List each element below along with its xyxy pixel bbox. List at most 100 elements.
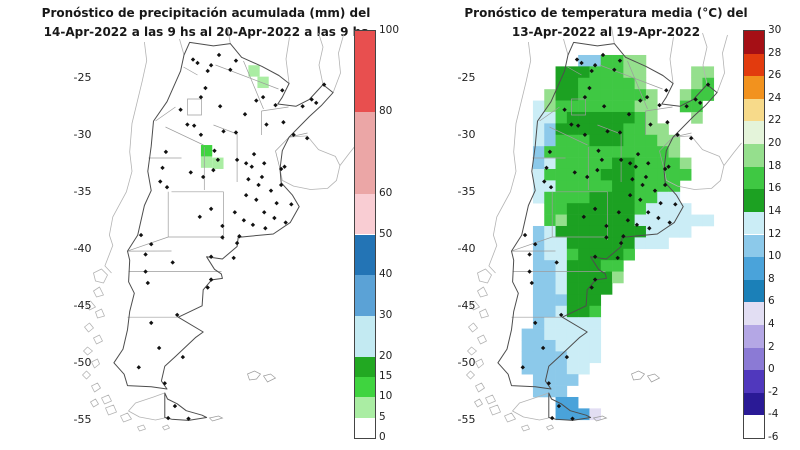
value-cell <box>702 214 715 227</box>
value-cell <box>589 225 602 238</box>
station-marker <box>203 85 208 91</box>
precipitation-title-line1: Pronóstico de precipitación acumulada (m… <box>41 6 371 20</box>
station-marker <box>208 206 214 212</box>
value-cell <box>657 237 669 250</box>
value-cell <box>578 180 590 193</box>
value-cell <box>612 157 624 170</box>
value-cell <box>589 214 602 227</box>
value-cell <box>578 66 590 79</box>
value-cell <box>544 362 556 375</box>
value-cell <box>600 237 613 250</box>
value-cell <box>589 66 602 79</box>
value-cell <box>532 260 545 272</box>
value-cell <box>589 54 602 67</box>
value-cell <box>645 111 658 124</box>
value-cell <box>544 248 556 261</box>
station-marker <box>149 242 154 247</box>
station-marker <box>309 97 314 102</box>
colorbar-segment <box>744 189 764 212</box>
value-cell <box>555 408 568 421</box>
value-cell <box>566 180 579 193</box>
lat-tick-label: -40 <box>73 241 92 255</box>
colorbar-tick-label: 8 <box>768 272 775 285</box>
value-cell <box>566 248 579 261</box>
value-cell <box>612 77 624 90</box>
station-marker <box>626 112 632 117</box>
station-marker <box>250 222 256 228</box>
colorbar-tick-label: 22 <box>768 114 782 127</box>
colorbar-tick-label: 26 <box>768 69 782 82</box>
value-cell <box>702 89 715 101</box>
value-cell <box>566 328 579 341</box>
station-marker <box>627 193 633 198</box>
value-cell <box>521 328 534 341</box>
station-marker <box>684 104 689 109</box>
colorbar-tick-label: 80 <box>379 105 393 118</box>
station-marker <box>138 232 144 238</box>
value-cell <box>600 248 613 261</box>
value-cell <box>634 214 647 227</box>
value-cell <box>578 305 590 318</box>
value-cell <box>600 225 613 238</box>
colorbar-tick-label: 40 <box>379 268 393 281</box>
station-marker <box>136 365 141 370</box>
station-marker <box>160 165 165 171</box>
value-cell <box>691 111 703 124</box>
value-cell <box>544 260 556 272</box>
value-cell <box>566 305 579 318</box>
station-marker <box>656 215 661 221</box>
value-cell <box>544 191 556 204</box>
value-cell <box>589 260 602 272</box>
value-cell <box>679 214 692 227</box>
value-cell <box>566 157 579 170</box>
value-cell <box>578 248 590 261</box>
value-cell <box>544 339 556 352</box>
value-cell <box>532 271 545 284</box>
station-marker <box>281 120 286 125</box>
value-cell <box>544 203 556 215</box>
colorbar-tick-label: 28 <box>768 46 782 59</box>
value-cell <box>668 157 681 170</box>
lat-tick-label: -30 <box>457 127 476 141</box>
value-cell <box>589 191 602 204</box>
value-cell <box>645 134 658 147</box>
value-cell <box>645 157 658 170</box>
precipitation-colorbar-labels: 100 80 60 50 40 30 20 15 10 5 0 <box>379 24 413 443</box>
value-cell <box>589 351 602 364</box>
value-cell <box>668 146 681 158</box>
value-cell <box>657 134 669 147</box>
value-cell <box>532 317 545 329</box>
value-cell <box>532 339 545 352</box>
value-cell <box>657 191 669 204</box>
value-cell <box>634 66 647 79</box>
value-cell <box>612 54 624 67</box>
lat-tick-label: -50 <box>73 355 92 369</box>
station-marker <box>527 269 532 274</box>
station-marker <box>625 218 631 223</box>
colorbar-segment <box>355 275 375 316</box>
value-cell <box>623 123 635 136</box>
colorbar-segment <box>355 356 375 377</box>
value-cell <box>645 203 658 215</box>
value-cell <box>679 203 692 215</box>
value-cell <box>200 145 213 157</box>
value-cell <box>612 168 624 181</box>
value-cell <box>589 89 602 101</box>
value-cell <box>544 385 556 398</box>
value-cell <box>634 157 647 170</box>
precipitation-map <box>82 26 358 432</box>
value-cell <box>544 225 556 238</box>
value-cell <box>566 77 579 90</box>
value-cell <box>634 203 647 215</box>
station-marker <box>664 88 669 93</box>
value-cell <box>634 123 647 136</box>
station-marker <box>522 232 528 238</box>
station-marker <box>289 202 294 207</box>
station-marker <box>612 67 617 72</box>
station-marker <box>205 68 210 74</box>
value-cell <box>623 191 635 204</box>
value-cell <box>532 100 545 113</box>
station-marker <box>300 104 305 109</box>
value-cell <box>532 328 545 341</box>
value-cell <box>566 89 579 101</box>
